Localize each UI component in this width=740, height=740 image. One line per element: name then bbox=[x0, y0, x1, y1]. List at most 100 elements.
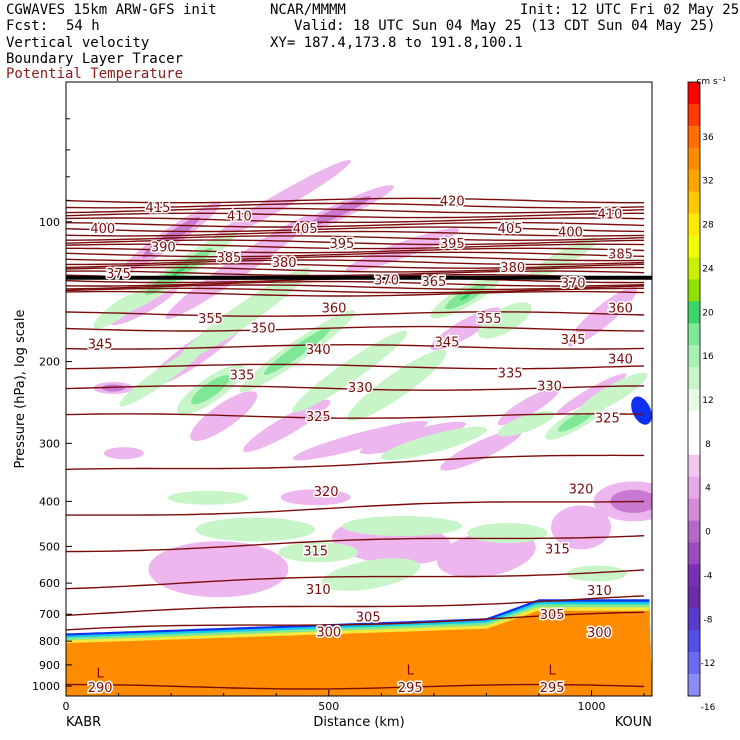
theta-label: 420 bbox=[440, 195, 465, 210]
low-marker: L bbox=[97, 667, 105, 682]
y-tick-label: 200 bbox=[39, 356, 60, 369]
colorbar-swatch bbox=[688, 125, 700, 149]
theta-label: 320 bbox=[314, 485, 339, 500]
theta-label: 330 bbox=[348, 381, 373, 396]
colorbar-tick-label: 16 bbox=[702, 352, 714, 362]
theta-contour bbox=[66, 569, 645, 590]
theta-contour bbox=[66, 266, 645, 273]
colorbar-swatch bbox=[688, 345, 700, 368]
theta-contour-labels: 415 410 420 410 400 405 405 400 390 395 395 385 380 3… bbox=[86, 193, 634, 696]
theta-label: 370 bbox=[561, 276, 586, 291]
theta-contour bbox=[66, 385, 645, 391]
theta-contour bbox=[66, 343, 645, 350]
theta-label: 300 bbox=[316, 625, 341, 640]
colorbar-tick-label: 0 bbox=[705, 528, 711, 538]
theta-label: 410 bbox=[227, 210, 252, 225]
theta-label: 315 bbox=[303, 544, 328, 559]
center-label: NCAR/MMMM bbox=[270, 2, 346, 18]
updraft-region bbox=[380, 426, 488, 461]
theta-label: 400 bbox=[90, 222, 115, 237]
theta-label: 340 bbox=[306, 343, 331, 358]
theta-contour bbox=[66, 197, 645, 204]
colorbar-tick-label: 20 bbox=[702, 308, 714, 318]
theta-contour bbox=[66, 454, 645, 471]
theta-contour bbox=[66, 287, 645, 294]
colorbar-swatch bbox=[688, 257, 700, 280]
right-station-label: KOUN bbox=[615, 715, 652, 730]
colorbar-tick-label: 28 bbox=[702, 221, 714, 231]
theta-label: 380 bbox=[272, 256, 297, 271]
theta-label: 290 bbox=[88, 681, 113, 696]
downdraft-region bbox=[280, 489, 351, 506]
low-marker: L bbox=[549, 663, 557, 678]
theta-contour bbox=[66, 290, 645, 297]
theta-label: 300 bbox=[587, 626, 612, 641]
theta-label: 355 bbox=[477, 312, 502, 327]
colorbar-swatch bbox=[688, 432, 700, 456]
potential-temperature-contours bbox=[66, 197, 652, 690]
updraft-region bbox=[321, 558, 421, 591]
theta-label: 405 bbox=[498, 222, 523, 237]
colorbar-tick-label: 36 bbox=[702, 133, 714, 143]
theta-label: 315 bbox=[545, 542, 570, 557]
theta-label: 310 bbox=[587, 584, 612, 599]
colorbar-tick-label: -8 bbox=[704, 615, 713, 625]
theta-contour bbox=[66, 363, 645, 370]
theta-contour bbox=[66, 535, 645, 553]
theta-contour bbox=[66, 595, 645, 617]
theta-label: 405 bbox=[293, 222, 318, 237]
theta-contour bbox=[66, 611, 645, 631]
theta-label: 305 bbox=[540, 608, 565, 623]
theta-label: 375 bbox=[106, 267, 131, 282]
theta-contour bbox=[66, 239, 645, 246]
theta-label: 310 bbox=[306, 583, 331, 598]
theta-label: 325 bbox=[306, 410, 331, 425]
theta-contour bbox=[66, 243, 645, 250]
colorbar-swatch bbox=[688, 630, 700, 653]
updraft-region bbox=[167, 490, 248, 505]
updraft-region bbox=[93, 291, 144, 329]
theta-label: 395 bbox=[330, 237, 355, 252]
theta-contour bbox=[66, 251, 645, 258]
plot-frame bbox=[65, 81, 653, 697]
y-tick-label: 900 bbox=[39, 659, 60, 672]
theta-label: 295 bbox=[398, 681, 423, 696]
colorbar-swatch bbox=[688, 586, 700, 609]
theta-label: 350 bbox=[251, 322, 276, 337]
theta-label: 370 bbox=[374, 273, 399, 288]
theta-label: 340 bbox=[608, 353, 633, 368]
colorbar-swatch bbox=[688, 235, 700, 258]
colorbar-swatch bbox=[688, 608, 700, 631]
theta-label: 355 bbox=[198, 312, 223, 327]
valid-time: Valid: 18 UTC Sun 04 May 25 (13 CDT Sun … bbox=[294, 18, 716, 34]
colorbar-swatch bbox=[688, 476, 700, 500]
colorbar-tick-label: 32 bbox=[702, 177, 713, 187]
forecast-label: Fcst: bbox=[6, 18, 49, 34]
theta-contour bbox=[66, 259, 645, 266]
theta-contour bbox=[66, 311, 645, 317]
theta-label: 385 bbox=[608, 247, 633, 262]
colorbar-swatch bbox=[688, 169, 700, 193]
colorbar-tick-label: -12 bbox=[701, 659, 716, 669]
updraft-region bbox=[459, 293, 472, 301]
colorbar-swatch bbox=[688, 367, 700, 390]
theta-label: 305 bbox=[356, 611, 381, 626]
pbl-core bbox=[66, 610, 652, 696]
theta-contour bbox=[66, 500, 645, 516]
colorbar-swatch bbox=[688, 652, 700, 675]
cross-section-xy: XY= 187.4,173.8 to 191.8,100.1 bbox=[270, 35, 523, 51]
updraft-region bbox=[497, 410, 555, 437]
colorbar-tick-label: 12 bbox=[702, 396, 713, 406]
colorbar-tick-label: -4 bbox=[704, 571, 713, 581]
field-vertical-velocity: Vertical velocity bbox=[6, 35, 150, 51]
updraft-region bbox=[263, 327, 331, 376]
downdraft-region bbox=[440, 429, 523, 471]
theta-contour bbox=[66, 212, 645, 219]
colorbar-swatch bbox=[688, 454, 700, 478]
left-station-label: KABR bbox=[66, 715, 101, 730]
theta-label: 335 bbox=[230, 368, 255, 383]
theta-contour bbox=[66, 247, 645, 254]
updraft-region bbox=[191, 375, 230, 405]
